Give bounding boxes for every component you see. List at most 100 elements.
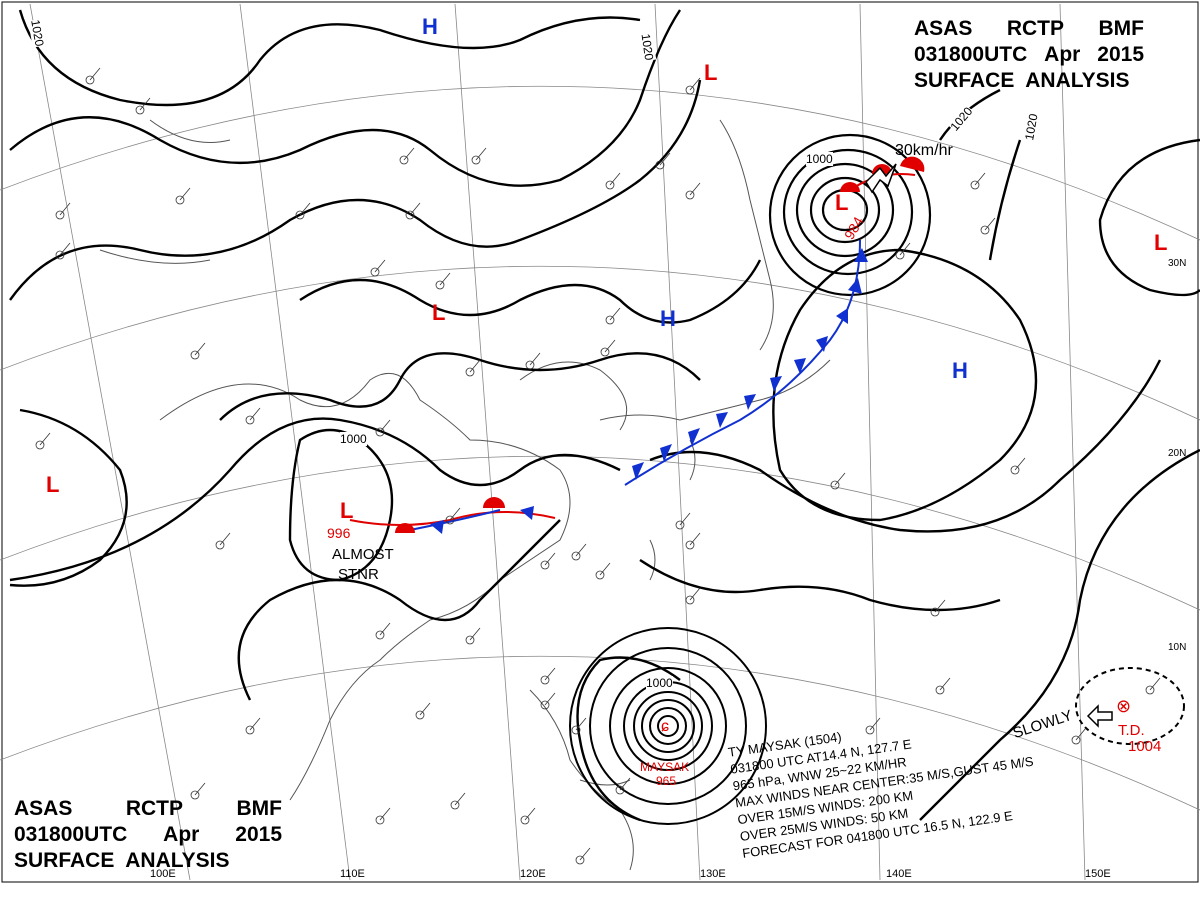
station-plot (1071, 735, 1081, 745)
station-plot (600, 347, 610, 357)
title-station: RCTP (125, 797, 184, 820)
station-plot (450, 800, 460, 810)
wind-barb (939, 677, 951, 691)
lon-label-140e: 140E (886, 868, 912, 880)
high-center-east-china-sea: H (660, 306, 676, 331)
title-agency: ASAS (914, 17, 973, 40)
station-plot (865, 725, 875, 735)
station-plot (595, 570, 605, 580)
station-plot (375, 815, 385, 825)
station-plot (675, 520, 685, 530)
wind-barb (59, 202, 71, 216)
wind-barb (379, 807, 391, 821)
lon-label-100e: 100E (150, 868, 176, 880)
wind-barb (299, 202, 311, 216)
wind-barb (869, 717, 881, 731)
station-plot (1145, 685, 1155, 695)
station-plot (55, 210, 65, 220)
wind-barb (974, 172, 986, 186)
title-month: Apr (1044, 43, 1081, 66)
station-plot (830, 480, 840, 490)
station-plot (615, 785, 625, 795)
wind-barb (89, 67, 101, 81)
station-plot (571, 725, 581, 735)
station-plot (465, 635, 475, 645)
isobar-label: 1000 (646, 676, 673, 690)
station-plot (175, 195, 185, 205)
wind-barb (934, 599, 946, 613)
station-plot (685, 540, 695, 550)
title-product: SURFACE ANALYSIS (14, 849, 230, 872)
wind-barb (475, 147, 487, 161)
wind-barb (139, 97, 151, 111)
station-plot (85, 75, 95, 85)
motion-arrow-ne (865, 163, 897, 194)
station-plot (655, 160, 665, 170)
wind-barb (39, 432, 51, 446)
station-plot (575, 855, 585, 865)
almost-stnr-line1: ALMOST (332, 546, 394, 563)
wind-barb (544, 692, 556, 706)
title-block-top-right: ASAS RCTP BMF 031800UTC Apr 2015 SURFACE ANA… (914, 16, 1144, 94)
station-plot (245, 415, 255, 425)
wind-barb (379, 419, 391, 433)
wind-barb (194, 342, 206, 356)
station-plot (540, 560, 550, 570)
lon-label-110e: 110E (340, 868, 365, 880)
high-center-pacific: H (952, 358, 968, 383)
station-plot (465, 367, 475, 377)
title-time: 031800UTC (14, 823, 128, 846)
wind-barb (689, 77, 701, 91)
wind-barb (249, 407, 261, 421)
station-plot (370, 267, 380, 277)
motion-arrow-td (1086, 704, 1113, 728)
wind-barb (1075, 727, 1087, 741)
cold-front (624, 239, 868, 486)
wind-barb (575, 543, 587, 557)
wind-barb (374, 259, 386, 273)
title-month: Apr (163, 823, 200, 846)
low-center-west: L (46, 472, 60, 497)
typhoon-symbol-icon: ɕ (661, 718, 669, 735)
station-plot (685, 85, 695, 95)
typhoon-name-label: MAYSAK (640, 760, 690, 774)
station-plot (605, 315, 615, 325)
station-plot (895, 250, 905, 260)
td-label: T.D. (1118, 722, 1145, 739)
wind-barb (689, 182, 701, 196)
typhoon-pressure-label: 965 (656, 774, 677, 788)
station-plot (405, 210, 415, 220)
station-plot (605, 180, 615, 190)
wind-barb (689, 587, 701, 601)
wind-barb (679, 512, 691, 526)
wind-barb (439, 272, 451, 286)
wind-barb (219, 532, 231, 546)
low-pressure-value: 996 (327, 525, 351, 541)
wind-barb (575, 717, 587, 731)
wind-barb (409, 202, 421, 216)
title-year: 2015 (1097, 43, 1144, 66)
station-plot (375, 630, 385, 640)
lat-label-10n: 10N (1168, 642, 1187, 653)
station-plot (980, 225, 990, 235)
wind-barb (469, 359, 481, 373)
low-center-north: L (704, 60, 718, 85)
td-center-symbol: ⊗ (1116, 696, 1131, 716)
almost-stnr-line2: STNR (338, 566, 379, 583)
wind-barb (1014, 457, 1026, 471)
title-year: 2015 (235, 823, 282, 846)
station-plot (245, 725, 255, 735)
station-plot (35, 440, 45, 450)
station-plot (415, 710, 425, 720)
td-pressure: 1004 (1128, 738, 1162, 755)
wind-barb (599, 562, 611, 576)
station-plot (215, 540, 225, 550)
station-plot (540, 700, 550, 710)
wind-barb (403, 147, 415, 161)
station-plot (435, 280, 445, 290)
station-plot (685, 190, 695, 200)
wind-barb (524, 807, 536, 821)
wind-barb (579, 847, 591, 861)
title-block-bottom-left: ASAS RCTP BMF 031800UTC Apr 2015 SURFACE ANA… (14, 796, 282, 874)
